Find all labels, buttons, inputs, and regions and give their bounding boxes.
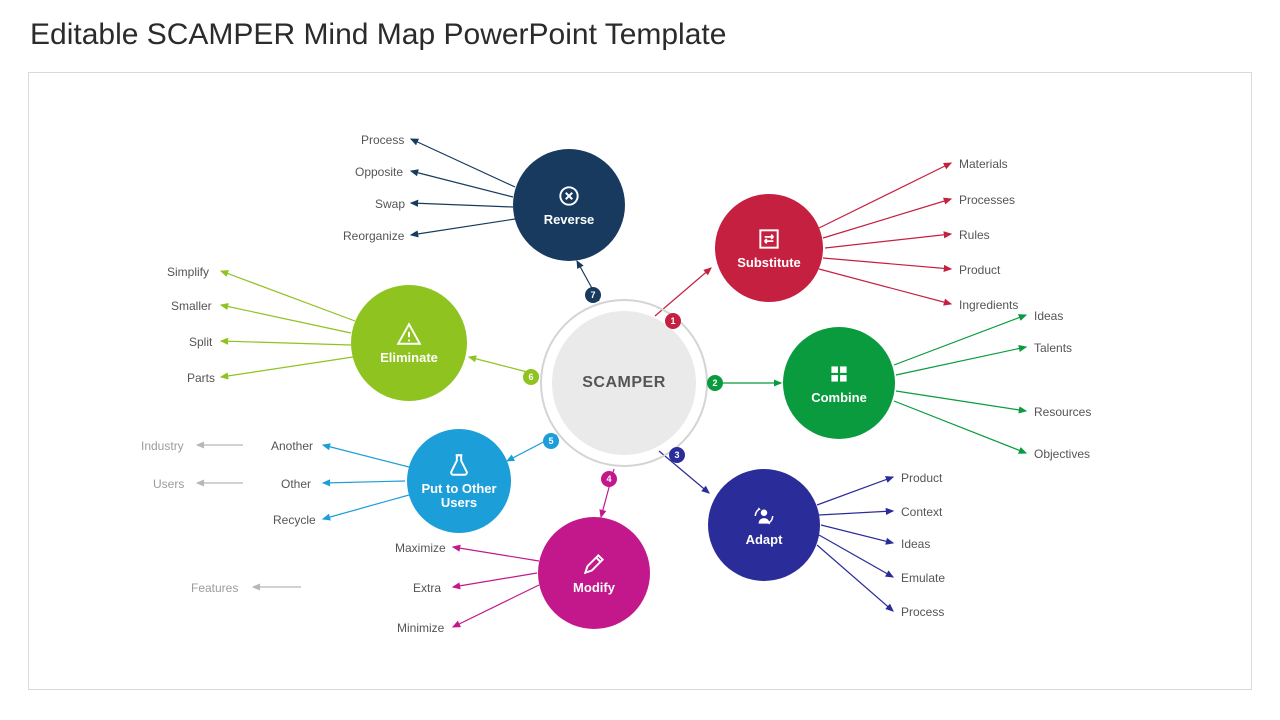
person-rotate-icon — [751, 503, 777, 529]
leaf-label: Another — [271, 439, 313, 453]
leaf-label: Reorganize — [343, 229, 404, 243]
spoke-number-3: 3 — [669, 447, 685, 463]
leaf-label: Process — [901, 605, 944, 619]
leaf-label: Parts — [187, 371, 215, 385]
leaf-label: Simplify — [167, 265, 209, 279]
spoke-number-2: 2 — [707, 375, 723, 391]
leaf-label: Extra — [413, 581, 441, 595]
node-label: Adapt — [746, 533, 783, 547]
x-circle-icon — [556, 183, 582, 209]
spoke-number-6: 6 — [523, 369, 539, 385]
leaf-label: Processes — [959, 193, 1015, 207]
leaf-label: Talents — [1034, 341, 1072, 355]
node-label: Modify — [573, 581, 615, 595]
leaf-label: Product — [901, 471, 942, 485]
flask-icon — [446, 452, 472, 478]
leaf-label-secondary: Industry — [141, 439, 184, 453]
node-label: Reverse — [544, 213, 595, 227]
node-eliminate: Eliminate — [351, 285, 467, 401]
node-adapt: Adapt — [708, 469, 820, 581]
leaf-label: Product — [959, 263, 1000, 277]
swap-icon — [756, 226, 782, 252]
spoke-number-7: 7 — [585, 287, 601, 303]
node-label: Eliminate — [380, 351, 438, 365]
page-title: Editable SCAMPER Mind Map PowerPoint Tem… — [30, 18, 726, 52]
leaf-label-secondary: Features — [191, 581, 238, 595]
leaf-label: Split — [189, 335, 212, 349]
center-node: SCAMPER — [552, 311, 696, 455]
center-label: SCAMPER — [582, 374, 666, 392]
node-combine: Combine — [783, 327, 895, 439]
node-reverse: Reverse — [513, 149, 625, 261]
leaf-label: Minimize — [397, 621, 444, 635]
leaf-label: Materials — [959, 157, 1008, 171]
node-put-to-other-users: Put to Other Users — [407, 429, 511, 533]
leaf-label-secondary: Users — [153, 477, 184, 491]
leaf-label: Ideas — [1034, 309, 1063, 323]
node-modify: Modify — [538, 517, 650, 629]
leaf-label: Resources — [1034, 405, 1091, 419]
spoke-number-5: 5 — [543, 433, 559, 449]
puzzle-icon — [826, 361, 852, 387]
leaf-label: Process — [361, 133, 404, 147]
leaf-label: Smaller — [171, 299, 212, 313]
leaf-label: Emulate — [901, 571, 945, 585]
node-substitute: Substitute — [715, 194, 823, 302]
node-label: Put to Other Users — [407, 482, 511, 511]
node-label: Combine — [811, 391, 867, 405]
leaf-label: Swap — [375, 197, 405, 211]
leaf-label: Ingredients — [959, 298, 1018, 312]
leaf-label: Other — [281, 477, 311, 491]
leaf-label: Maximize — [395, 541, 446, 555]
node-label: Substitute — [737, 256, 801, 270]
leaf-label: Ideas — [901, 537, 930, 551]
leaf-label: Recycle — [273, 513, 316, 527]
diagram-frame: SCAMPER Substitute 1 Materials Processes Rul… — [28, 72, 1252, 690]
leaf-label: Opposite — [355, 165, 403, 179]
leaf-label: Context — [901, 505, 942, 519]
leaf-label: Rules — [959, 228, 990, 242]
warning-icon — [396, 321, 422, 347]
spoke-number-1: 1 — [665, 313, 681, 329]
leaf-label: Objectives — [1034, 447, 1090, 461]
pencil-icon — [581, 551, 607, 577]
spoke-number-4: 4 — [601, 471, 617, 487]
